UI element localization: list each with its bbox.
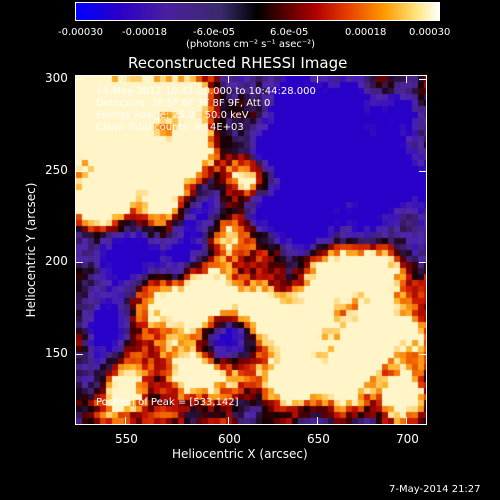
y-tick-mark-right bbox=[419, 262, 426, 263]
x-axis-label: Heliocentric X (arcsec) bbox=[172, 447, 308, 461]
x-tick-mark-top bbox=[228, 76, 229, 83]
y-tick-mark-right bbox=[419, 79, 426, 80]
x-tick-mark-top bbox=[406, 76, 407, 83]
y-tick-label: 300 bbox=[45, 71, 68, 85]
y-tick-mark-right bbox=[419, 354, 426, 355]
y-tick-label: 150 bbox=[45, 346, 68, 360]
colorbar-tick-label: 0.00018 bbox=[345, 27, 387, 38]
y-axis-label: Heliocentric Y (arcsec) bbox=[24, 182, 38, 318]
y-tick-mark bbox=[76, 354, 83, 355]
info-line-time-range: 14-May-2012 10:41:20.000 to 10:44:28.000 bbox=[96, 86, 316, 97]
x-tick-mark bbox=[406, 417, 407, 424]
colorbar-tick-label: 0.00030 bbox=[409, 27, 451, 38]
footer-timestamp: 7-May-2014 21:27 bbox=[389, 484, 481, 495]
y-tick-mark-right bbox=[419, 171, 426, 172]
x-tick-mark bbox=[317, 417, 318, 424]
y-tick-mark bbox=[76, 262, 83, 263]
colorbar-tick-label: -0.00030 bbox=[58, 27, 103, 38]
x-tick-label: 600 bbox=[218, 432, 241, 446]
x-tick-label: 550 bbox=[115, 432, 138, 446]
info-line-detectors: Detectors: 3F 5F 6F 7F 8F 9F, Att 0 bbox=[96, 98, 271, 109]
plot-title: Reconstructed RHESSI Image bbox=[128, 54, 348, 72]
colorbar-tick-label: -0.00018 bbox=[122, 27, 167, 38]
colorbar-tick-label: -6.0e-05 bbox=[193, 27, 235, 38]
x-tick-label: 650 bbox=[307, 432, 330, 446]
colorbar-units-label: (photons cm⁻² s⁻¹ asec⁻²) bbox=[186, 39, 316, 50]
peak-position-label: Position of Peak = [533,142] bbox=[96, 397, 239, 408]
x-tick-mark-top bbox=[317, 76, 318, 83]
y-tick-mark bbox=[76, 171, 83, 172]
y-tick-label: 250 bbox=[45, 163, 68, 177]
info-line-energy-range: Energy Range: 25.0 - 50.0 keV bbox=[96, 110, 249, 121]
plot-area: 14-May-2012 10:41:20.000 to 10:44:28.000… bbox=[75, 75, 427, 425]
colorbar bbox=[75, 2, 440, 21]
x-tick-mark-top bbox=[125, 76, 126, 83]
y-tick-label: 200 bbox=[45, 254, 68, 268]
x-tick-mark bbox=[228, 417, 229, 424]
x-tick-label: 700 bbox=[396, 432, 419, 446]
colorbar-tick-label: 6.0e-05 bbox=[270, 27, 309, 38]
x-tick-mark bbox=[125, 417, 126, 424]
y-tick-mark bbox=[76, 79, 83, 80]
info-line-total-counts: Clean Total counts: 4.14E+03 bbox=[96, 122, 244, 133]
heatmap-image bbox=[76, 76, 426, 424]
